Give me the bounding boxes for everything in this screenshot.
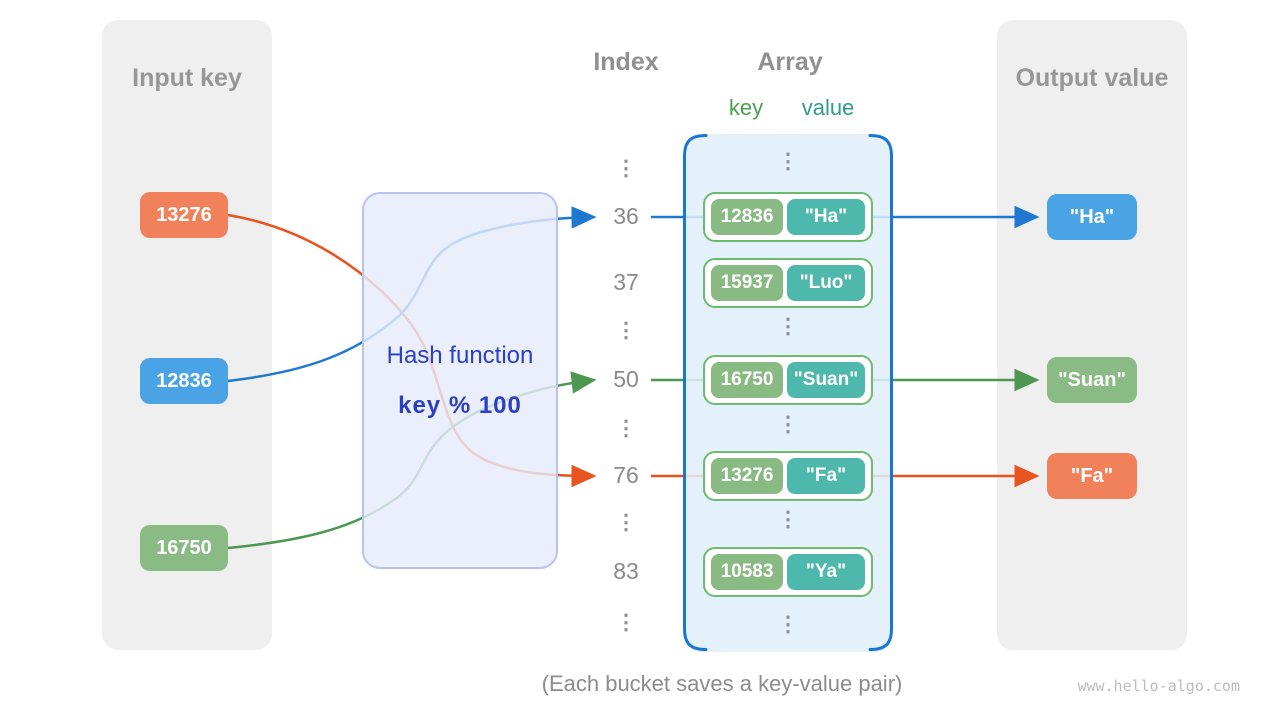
bucket-key-badge: 13276 [711,458,783,494]
vdots-icon: ⋮ [777,315,799,338]
input-key-badge-12836: 12836 [140,358,228,404]
vdots-icon: ⋮ [615,511,637,534]
output-value-badge-fa: "Fa" [1047,453,1137,499]
index-item-36: 36 [613,203,639,229]
vdots-icon: ⋮ [777,413,799,436]
array-key-label: key [728,95,764,120]
index-item-83: 83 [613,558,639,584]
vdots-icon: ⋮ [777,613,799,636]
bucket-value-badge: "Fa" [787,458,865,494]
input-key-badge-16750: 16750 [140,525,228,571]
index-item-76: 76 [613,462,639,488]
caption: (Each bucket saves a key-value pair) [541,671,903,696]
index-item-37: 37 [613,269,639,295]
watermark: www.hello-algo.com [1077,677,1240,695]
output-panel-title: Output value [1015,64,1169,92]
output-value-badge-suan: "Suan" [1047,357,1137,403]
bucket-value-badge: "Suan" [787,362,865,398]
vdots-icon: ⋮ [615,319,637,342]
output-value-badge-ha: "Ha" [1047,194,1137,240]
bucket-row: 12836 "Ha" [703,192,873,242]
hash-function-formula: key % 100 [398,391,522,419]
index-header: Index [593,48,659,76]
bucket-value-badge: "Ha" [787,199,865,235]
bucket-row: 16750 "Suan" [703,355,873,405]
bucket-key-badge: 12836 [711,199,783,235]
vdots-icon: ⋮ [615,157,637,180]
bucket-value-badge: "Ya" [787,554,865,590]
vdots-icon: ⋮ [777,150,799,173]
vdots-icon: ⋮ [615,417,637,440]
bucket-row: 10583 "Ya" [703,547,873,597]
bucket-row: 13276 "Fa" [703,451,873,501]
input-panel-title: Input key [132,64,242,92]
vdots-icon: ⋮ [615,611,637,634]
bucket-value-badge: "Luo" [787,265,865,301]
input-key-badge-13276: 13276 [140,192,228,238]
bucket-key-badge: 16750 [711,362,783,398]
index-item-50: 50 [613,366,639,392]
array-value-label: value [801,95,855,120]
bucket-key-badge: 15937 [711,265,783,301]
bucket-row: 15937 "Luo" [703,258,873,308]
output-value-panel: Output value [997,20,1187,650]
vdots-icon: ⋮ [777,508,799,531]
array-header: Array [757,48,823,76]
hash-function-box: Hash function key % 100 [362,192,558,569]
bucket-key-badge: 10583 [711,554,783,590]
hash-function-title: Hash function [386,341,534,369]
